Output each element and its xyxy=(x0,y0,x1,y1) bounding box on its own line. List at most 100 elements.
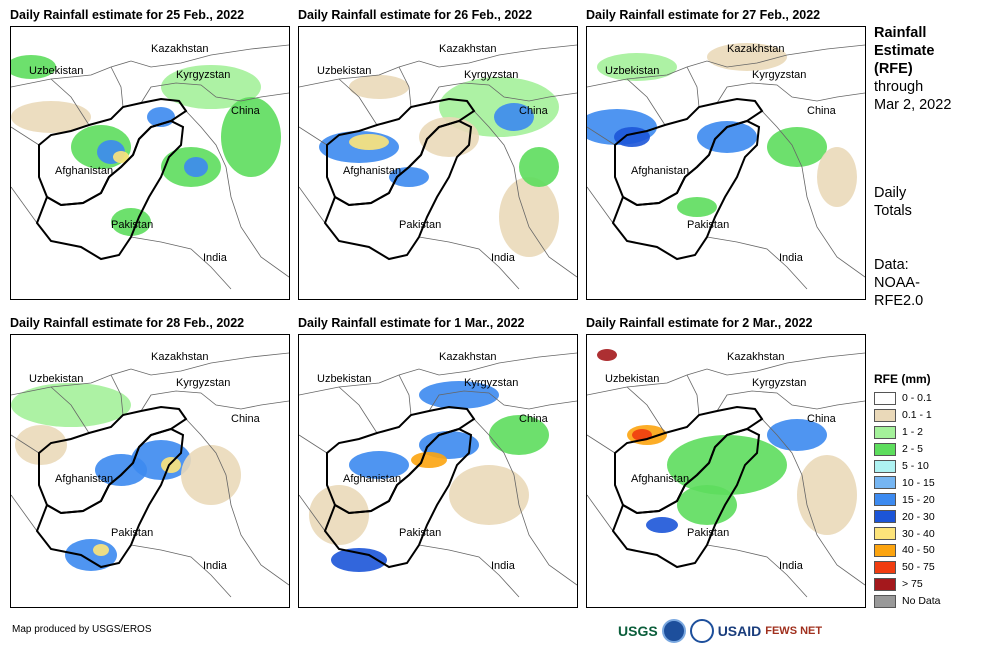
legend-label: > 75 xyxy=(902,578,923,591)
country-border xyxy=(299,434,328,454)
rfe-legend: RFE (mm) 0 - 0.1 0.1 - 1 1 - 2 2 - 5 5 - 10 1… xyxy=(874,372,941,610)
subtitle-line-1: through xyxy=(874,79,924,95)
rainfall-area xyxy=(449,465,529,525)
country-border xyxy=(761,110,865,278)
pakistan-border xyxy=(611,427,761,569)
panel-title: Daily Rainfall estimate for 2 Mar., 2022 xyxy=(586,316,813,330)
rainfall-area xyxy=(389,167,429,187)
country-label-kyrgyzstan: Kyrgyzstan xyxy=(752,377,807,389)
country-label-india: India xyxy=(203,560,227,572)
country-border xyxy=(761,418,865,586)
legend-swatch xyxy=(874,594,896,608)
rainfall-area xyxy=(15,425,67,465)
country-border xyxy=(140,82,289,104)
rainfall-map xyxy=(587,349,865,598)
country-label-afghanistan: Afghanistan xyxy=(55,473,114,485)
legend-label: 1 - 2 xyxy=(902,426,924,439)
country-label-kyrgyzstan: Kyrgyzstan xyxy=(464,69,519,81)
rainfall-area xyxy=(161,65,261,109)
country-border xyxy=(626,78,666,126)
country-label-afghanistan: Afghanistan xyxy=(343,473,402,485)
map-frame: Kazakhstan Uzbekistan Kyrgyzstan China Afgha… xyxy=(586,26,866,300)
rainfall-area xyxy=(349,134,389,150)
country-border xyxy=(11,126,40,146)
rainfall-map-panel: Daily Rainfall estimate for 1 Mar., 2022… xyxy=(298,316,578,608)
country-label-india: India xyxy=(491,560,515,572)
rainfall-area xyxy=(93,544,109,556)
noaa-logo xyxy=(661,619,686,643)
country-border xyxy=(185,418,289,586)
country-border xyxy=(140,390,289,412)
rainfall-map xyxy=(11,352,289,598)
partner-logos: USGS USAID FEWS NET xyxy=(618,616,863,646)
country-border xyxy=(50,78,90,126)
fews-net-logo: FEWS NET xyxy=(765,625,823,637)
legend-swatch xyxy=(874,408,896,422)
legend-label: 0.1 - 1 xyxy=(902,409,932,422)
country-border xyxy=(299,186,326,224)
country-border xyxy=(428,390,577,412)
hhs-logo xyxy=(689,619,714,643)
country-label-pakistan: Pakistan xyxy=(111,527,154,539)
country-label-kyrgyzstan: Kyrgyzstan xyxy=(176,69,231,81)
rainfall-area xyxy=(309,485,369,545)
country-border xyxy=(587,186,614,224)
country-label-china: China xyxy=(807,105,836,117)
country-border xyxy=(473,110,577,278)
legend-item: 1 - 2 xyxy=(874,424,941,441)
legend-label: No Data xyxy=(902,595,941,608)
country-border xyxy=(716,390,865,412)
rainfall-area xyxy=(677,197,717,217)
rainfall-area xyxy=(677,485,737,525)
country-label-afghanistan: Afghanistan xyxy=(631,165,690,177)
panel-title: Daily Rainfall estimate for 26 Feb., 202… xyxy=(298,8,533,22)
legend-item: > 75 xyxy=(874,576,941,593)
rainfall-area xyxy=(646,517,678,533)
country-label-kazakhstan: Kazakhstan xyxy=(439,43,497,55)
map-credit: Map produced by USGS/EROS xyxy=(12,624,152,635)
country-label-china: China xyxy=(519,413,548,425)
rainfall-area xyxy=(707,43,787,71)
country-border xyxy=(185,110,289,278)
legend-label: 50 - 75 xyxy=(902,561,935,574)
rainfall-map xyxy=(299,352,577,598)
country-label-china: China xyxy=(231,413,260,425)
rainfall-area xyxy=(519,147,559,187)
panel-title: Daily Rainfall estimate for 27 Feb., 202… xyxy=(586,8,821,22)
country-label-kyrgyzstan: Kyrgyzstan xyxy=(176,377,231,389)
rainfall-area xyxy=(597,53,677,81)
legend-swatch xyxy=(874,560,896,574)
country-border xyxy=(11,44,289,88)
daily-totals-note: Daily Totals xyxy=(874,184,912,220)
rainfall-map-panel: Daily Rainfall estimate for 2 Mar., 2022… xyxy=(586,316,866,608)
country-border xyxy=(473,418,577,586)
legend-label: 15 - 20 xyxy=(902,493,935,506)
country-border xyxy=(299,126,328,146)
country-label-kazakhstan: Kazakhstan xyxy=(727,351,785,363)
country-label-india: India xyxy=(779,252,803,264)
country-label-kazakhstan: Kazakhstan xyxy=(727,43,785,55)
rainfall-map-panel: Daily Rainfall estimate for 26 Feb., 202… xyxy=(298,8,578,300)
country-border xyxy=(428,82,577,104)
legend-item: 5 - 10 xyxy=(874,458,941,475)
country-border xyxy=(686,374,700,416)
legend-item: 0 - 0.1 xyxy=(874,390,941,407)
legend-label: 40 - 50 xyxy=(902,544,935,557)
country-label-kyrgyzstan: Kyrgyzstan xyxy=(464,377,519,389)
subtitle-line-2: Mar 2, 2022 xyxy=(874,97,952,113)
rainfall-area xyxy=(767,127,827,167)
country-label-china: China xyxy=(519,105,548,117)
country-border xyxy=(299,44,577,88)
legend-swatch xyxy=(874,391,896,405)
pakistan-border xyxy=(611,119,761,261)
country-border xyxy=(716,82,865,104)
country-border xyxy=(706,544,808,598)
legend-swatch xyxy=(874,527,896,541)
country-label-kazakhstan: Kazakhstan xyxy=(151,43,209,55)
country-border xyxy=(398,66,412,108)
country-border xyxy=(587,434,616,454)
country-border xyxy=(110,66,124,108)
country-label-uzbekistan: Uzbekistan xyxy=(605,373,660,385)
rainfall-area xyxy=(817,147,857,207)
rainfall-area xyxy=(767,419,827,451)
